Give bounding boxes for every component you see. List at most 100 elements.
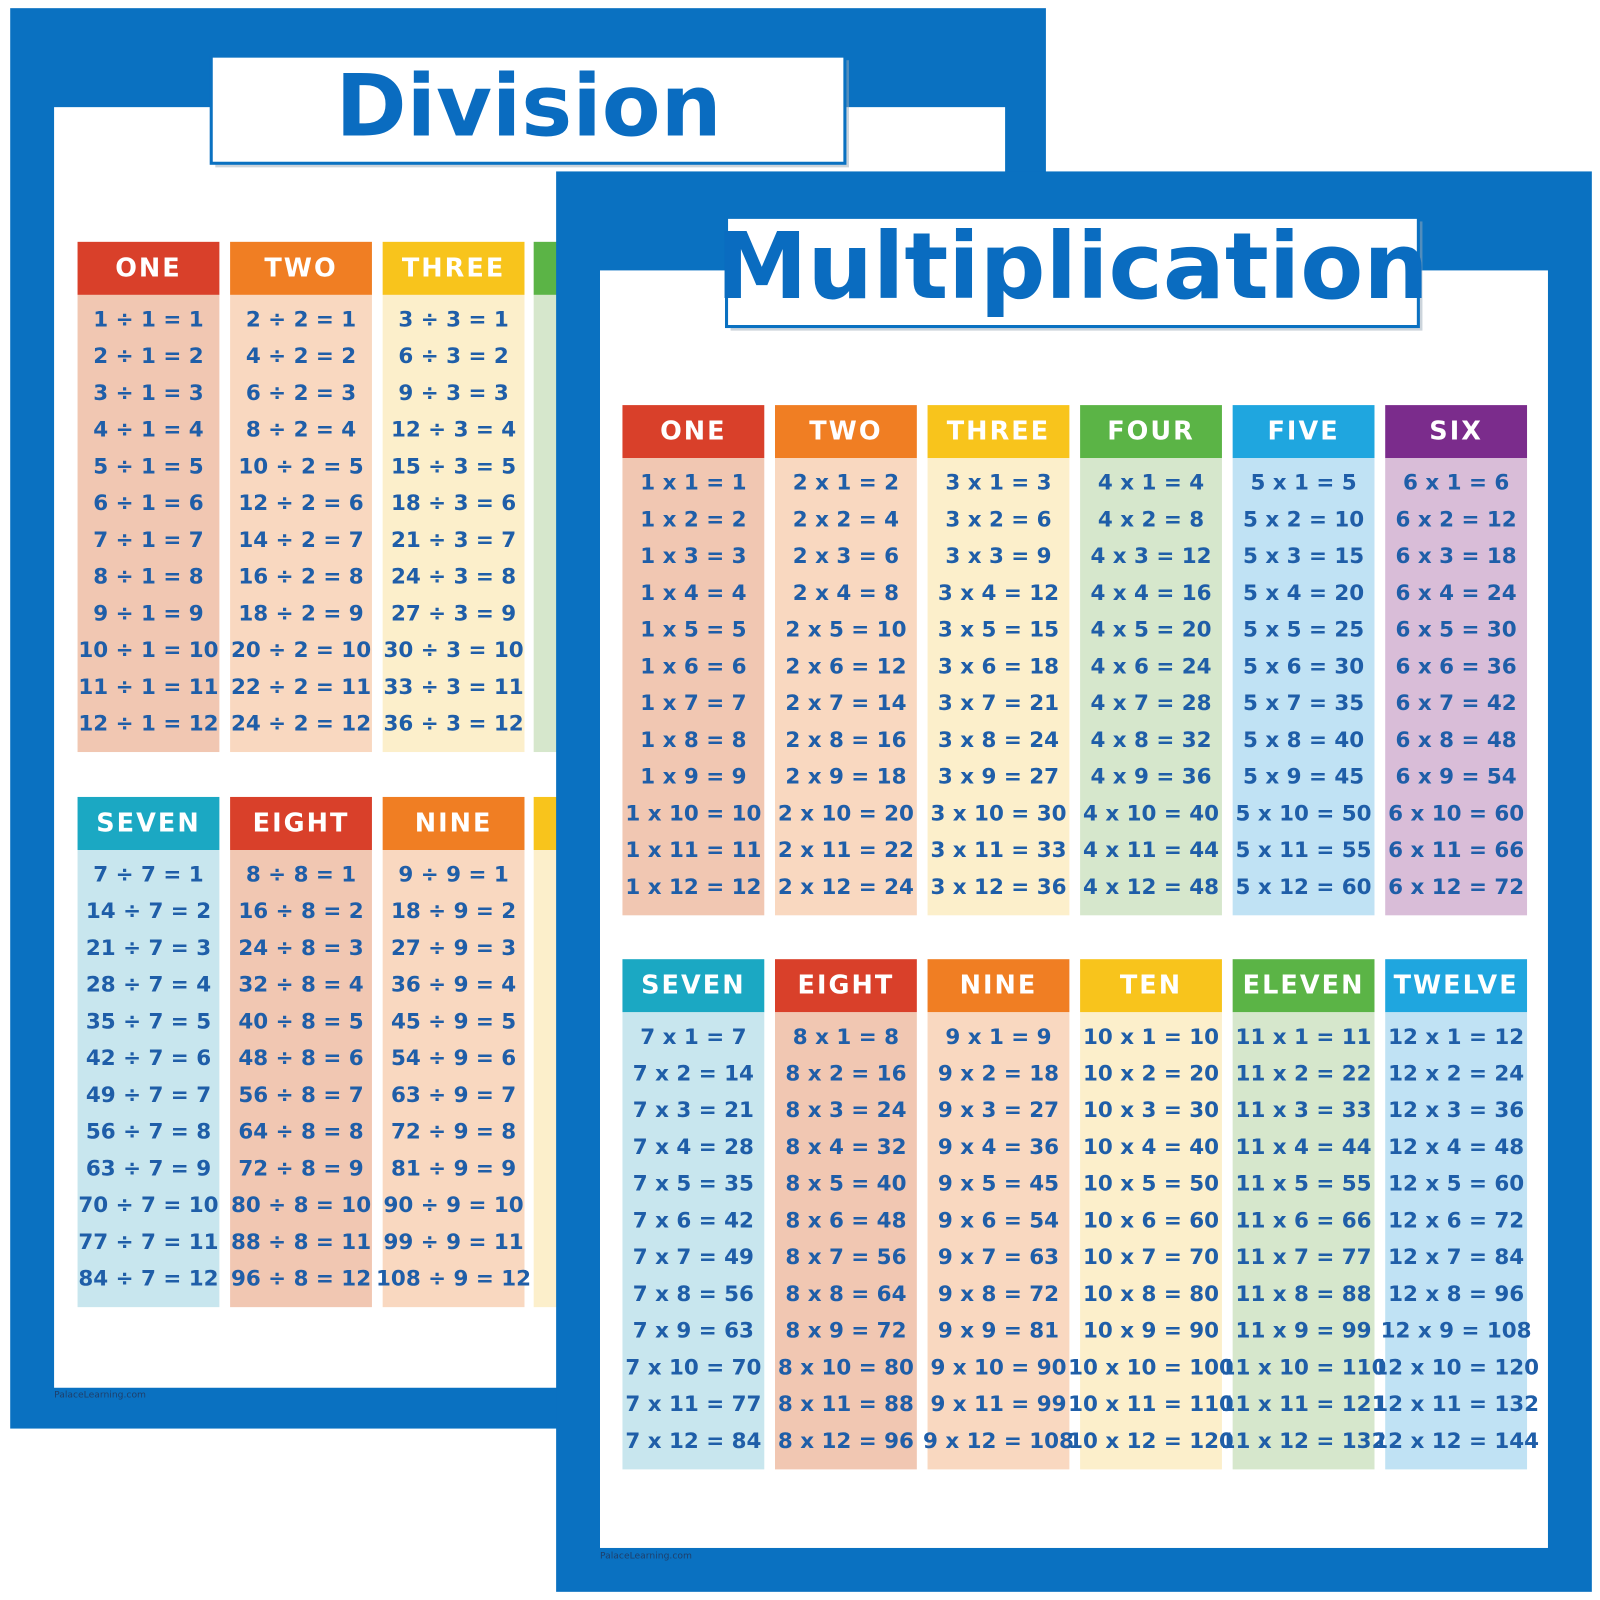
fact: 10 ÷ 1 = 10 (78, 638, 218, 663)
fact: 24 ÷ 3 = 8 (391, 565, 516, 590)
fact: 9 x 2 = 18 (938, 1061, 1059, 1086)
fact: 3 x 12 = 36 (930, 875, 1066, 900)
fact: 10 x 5 = 50 (1083, 1172, 1219, 1197)
fact: 11 x 6 = 66 (1236, 1208, 1372, 1233)
fact: 12 x 11 = 132 (1373, 1392, 1539, 1417)
title-box (725, 215, 1420, 329)
column-title: FIVE (1267, 417, 1339, 447)
fact: 5 x 3 = 15 (1243, 544, 1364, 569)
fact: 42 ÷ 7 = 6 (86, 1046, 211, 1071)
fact: 11 x 7 = 77 (1236, 1245, 1372, 1270)
fact: 9 x 10 = 90 (930, 1355, 1066, 1380)
fact: 8 x 2 = 16 (785, 1061, 906, 1086)
fact: 6 x 12 = 72 (1388, 875, 1524, 900)
fact: 5 x 4 = 20 (1243, 581, 1364, 606)
column-title: SEVEN (641, 971, 745, 1001)
fact: 8 x 5 = 40 (785, 1172, 906, 1197)
fact: 11 x 9 = 99 (1236, 1319, 1372, 1344)
fact: 4 x 1 = 4 (1098, 471, 1204, 496)
fact: 7 x 4 = 28 (633, 1135, 754, 1160)
fact: 4 ÷ 2 = 2 (246, 344, 356, 369)
column-title: NINE (960, 971, 1038, 1001)
column-title: NINE (415, 808, 493, 838)
fact: 36 ÷ 3 = 12 (383, 711, 523, 736)
fact: 10 x 7 = 70 (1083, 1245, 1219, 1270)
fact: 4 x 10 = 40 (1083, 801, 1219, 826)
column-body (927, 458, 1070, 916)
fact: 4 x 5 = 20 (1090, 618, 1211, 643)
column-header (230, 796, 372, 850)
fact: 8 x 12 = 96 (778, 1429, 914, 1454)
fact: 7 x 6 = 42 (633, 1208, 754, 1233)
fact: 11 x 2 = 22 (1236, 1061, 1372, 1086)
fact: 2 ÷ 1 = 2 (93, 344, 203, 369)
fact: 1 x 10 = 10 (625, 801, 761, 826)
fact: 6 ÷ 2 = 3 (246, 381, 356, 406)
fact: 10 x 2 = 20 (1083, 1061, 1219, 1086)
column-header (77, 241, 220, 295)
column-body (382, 850, 525, 1308)
fact: 4 x 8 = 32 (1090, 728, 1211, 753)
fact: 6 x 6 = 36 (1396, 654, 1517, 679)
fact: 10 x 9 = 90 (1083, 1319, 1219, 1344)
fact: 7 x 5 = 35 (633, 1172, 754, 1197)
fact: 11 x 4 = 44 (1236, 1135, 1372, 1160)
fact: 9 x 8 = 72 (938, 1282, 1059, 1307)
fact: 5 x 5 = 25 (1243, 618, 1364, 643)
fact: 6 ÷ 3 = 2 (398, 344, 508, 369)
fact: 21 ÷ 3 = 7 (391, 528, 516, 553)
fact: 9 x 5 = 45 (938, 1172, 1059, 1197)
fact: 11 x 5 = 55 (1236, 1172, 1372, 1197)
fact: 6 x 7 = 42 (1396, 691, 1517, 716)
fact: 5 x 7 = 35 (1243, 691, 1364, 716)
fact: 4 x 3 = 12 (1090, 544, 1211, 569)
fact: 48 ÷ 8 = 6 (238, 1046, 363, 1071)
column-header (775, 405, 917, 459)
column-body (1385, 458, 1528, 916)
column-header (622, 405, 765, 459)
fact: 22 ÷ 2 = 11 (231, 675, 371, 700)
column-title: TWO (809, 417, 882, 447)
fact: 6 x 5 = 30 (1396, 618, 1517, 643)
fact: 7 x 2 = 14 (633, 1061, 754, 1086)
fact: 70 ÷ 7 = 10 (78, 1193, 218, 1218)
fact: 10 x 6 = 60 (1083, 1208, 1219, 1233)
fact: 12 x 9 = 108 (1381, 1319, 1532, 1344)
fact: 5 x 2 = 10 (1243, 507, 1364, 532)
fact: 6 x 9 = 54 (1396, 765, 1517, 790)
footer: PalaceLearning.com (54, 1389, 146, 1400)
fact: 12 ÷ 2 = 6 (238, 491, 363, 516)
fact: 3 x 7 = 21 (938, 691, 1059, 716)
fact: 3 x 11 = 33 (930, 838, 1066, 863)
fact: 8 x 8 = 64 (785, 1282, 906, 1307)
column-body (1232, 1012, 1375, 1470)
fact: 8 x 1 = 8 (793, 1025, 899, 1050)
fact: 10 x 10 = 100 (1068, 1355, 1234, 1380)
fact: 32 ÷ 8 = 4 (238, 973, 363, 998)
column-title: TEN (1120, 971, 1182, 1001)
fact: 30 ÷ 3 = 10 (383, 638, 523, 663)
column-header (927, 405, 1070, 459)
fact: 8 x 10 = 80 (778, 1355, 914, 1380)
fact: 2 x 12 = 24 (778, 875, 914, 900)
fact: 2 x 2 = 4 (793, 507, 899, 532)
fact: 4 x 11 = 44 (1083, 838, 1219, 863)
column-body (77, 294, 220, 753)
fact: 10 x 4 = 40 (1083, 1135, 1219, 1160)
fact: 9 x 6 = 54 (938, 1208, 1059, 1233)
fact: 4 x 7 = 28 (1090, 691, 1211, 716)
column-body (230, 850, 372, 1308)
column-title: ELEVEN (1243, 971, 1365, 1001)
fact: 12 ÷ 1 = 12 (78, 711, 218, 736)
column-title: TWO (264, 253, 337, 283)
fact: 3 x 3 = 9 (945, 544, 1051, 569)
column-title: ONE (115, 253, 182, 283)
fact: 56 ÷ 8 = 7 (238, 1083, 363, 1108)
fact: 9 ÷ 9 = 1 (398, 863, 508, 888)
fact: 9 x 4 = 36 (938, 1135, 1059, 1160)
fact: 33 ÷ 3 = 11 (383, 675, 523, 700)
fact: 10 x 8 = 80 (1083, 1282, 1219, 1307)
fact: 11 x 12 = 132 (1221, 1429, 1387, 1454)
fact: 1 x 7 = 7 (640, 691, 746, 716)
